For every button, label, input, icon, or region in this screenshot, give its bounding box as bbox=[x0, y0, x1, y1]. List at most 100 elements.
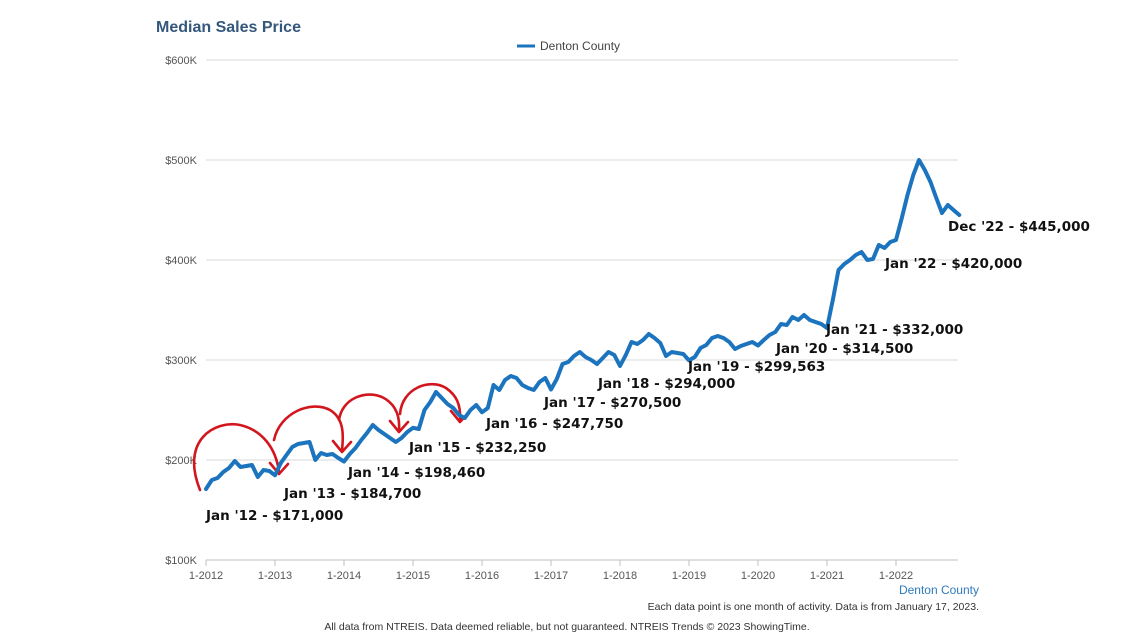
data-point[interactable] bbox=[930, 181, 932, 183]
data-point[interactable] bbox=[366, 432, 368, 434]
data-point[interactable] bbox=[803, 314, 805, 316]
data-point[interactable] bbox=[452, 407, 454, 409]
data-point[interactable] bbox=[487, 407, 489, 409]
data-point[interactable] bbox=[820, 323, 822, 325]
data-point[interactable] bbox=[280, 462, 282, 464]
data-point[interactable] bbox=[286, 454, 288, 456]
data-point[interactable] bbox=[838, 269, 840, 271]
data-point[interactable] bbox=[625, 354, 627, 356]
data-point[interactable] bbox=[355, 447, 357, 449]
data-point[interactable] bbox=[268, 470, 270, 472]
data-point[interactable] bbox=[849, 259, 851, 261]
data-point[interactable] bbox=[889, 241, 891, 243]
data-point[interactable] bbox=[493, 384, 495, 386]
data-point[interactable] bbox=[562, 363, 564, 365]
data-point[interactable] bbox=[263, 469, 265, 471]
data-point[interactable] bbox=[958, 214, 960, 216]
data-point[interactable] bbox=[757, 345, 759, 347]
data-point[interactable] bbox=[682, 353, 684, 355]
data-point[interactable] bbox=[372, 424, 374, 426]
data-point[interactable] bbox=[533, 389, 535, 391]
data-point[interactable] bbox=[809, 319, 811, 321]
data-point[interactable] bbox=[441, 397, 443, 399]
data-point[interactable] bbox=[395, 441, 397, 443]
data-point[interactable] bbox=[383, 433, 385, 435]
data-point[interactable] bbox=[953, 209, 955, 211]
data-point[interactable] bbox=[579, 351, 581, 353]
data-point[interactable] bbox=[786, 324, 788, 326]
data-point[interactable] bbox=[257, 476, 259, 478]
data-point[interactable] bbox=[613, 354, 615, 356]
data-point[interactable] bbox=[843, 263, 845, 265]
data-point[interactable] bbox=[677, 352, 679, 354]
data-point[interactable] bbox=[498, 389, 500, 391]
data-point[interactable] bbox=[251, 464, 253, 466]
data-point[interactable] bbox=[429, 401, 431, 403]
data-point[interactable] bbox=[608, 351, 610, 353]
data-point[interactable] bbox=[780, 323, 782, 325]
data-point[interactable] bbox=[481, 411, 483, 413]
data-point[interactable] bbox=[343, 461, 345, 463]
data-point[interactable] bbox=[228, 467, 230, 469]
data-point[interactable] bbox=[648, 333, 650, 335]
data-point[interactable] bbox=[349, 453, 351, 455]
data-point[interactable] bbox=[832, 299, 834, 301]
data-point[interactable] bbox=[918, 159, 920, 161]
data-point[interactable] bbox=[769, 334, 771, 336]
data-point[interactable] bbox=[855, 254, 857, 256]
data-point[interactable] bbox=[309, 441, 311, 443]
data-point[interactable] bbox=[901, 217, 903, 219]
data-point[interactable] bbox=[694, 356, 696, 358]
data-point[interactable] bbox=[406, 431, 408, 433]
data-point[interactable] bbox=[211, 479, 213, 481]
data-point[interactable] bbox=[274, 474, 276, 476]
data-point[interactable] bbox=[573, 355, 575, 357]
data-point[interactable] bbox=[539, 381, 541, 383]
data-point[interactable] bbox=[728, 341, 730, 343]
data-point[interactable] bbox=[585, 356, 587, 358]
data-point[interactable] bbox=[590, 359, 592, 361]
data-point[interactable] bbox=[665, 355, 667, 357]
data-point[interactable] bbox=[746, 343, 748, 345]
data-point[interactable] bbox=[424, 409, 426, 411]
data-point[interactable] bbox=[924, 169, 926, 171]
data-point[interactable] bbox=[291, 446, 293, 448]
data-point[interactable] bbox=[389, 437, 391, 439]
data-point[interactable] bbox=[659, 342, 661, 344]
data-point[interactable] bbox=[470, 409, 472, 411]
data-point[interactable] bbox=[332, 453, 334, 455]
data-point[interactable] bbox=[723, 337, 725, 339]
data-point[interactable] bbox=[418, 428, 420, 430]
data-point[interactable] bbox=[872, 258, 874, 260]
data-point[interactable] bbox=[314, 459, 316, 461]
data-point[interactable] bbox=[797, 319, 799, 321]
data-point[interactable] bbox=[217, 477, 219, 479]
data-point[interactable] bbox=[884, 247, 886, 249]
data-point[interactable] bbox=[792, 316, 794, 318]
data-point[interactable] bbox=[245, 465, 247, 467]
data-point[interactable] bbox=[866, 259, 868, 261]
data-point[interactable] bbox=[596, 363, 598, 365]
data-point[interactable] bbox=[935, 197, 937, 199]
data-point[interactable] bbox=[544, 377, 546, 379]
data-point[interactable] bbox=[912, 174, 914, 176]
data-point[interactable] bbox=[941, 212, 943, 214]
data-point[interactable] bbox=[711, 337, 713, 339]
data-point[interactable] bbox=[504, 379, 506, 381]
data-point[interactable] bbox=[234, 460, 236, 462]
data-point[interactable] bbox=[619, 365, 621, 367]
data-point[interactable] bbox=[671, 351, 673, 353]
data-point[interactable] bbox=[475, 404, 477, 406]
data-point[interactable] bbox=[464, 417, 466, 419]
data-point[interactable] bbox=[378, 429, 380, 431]
data-point[interactable] bbox=[734, 348, 736, 350]
data-point[interactable] bbox=[556, 378, 558, 380]
data-point[interactable] bbox=[700, 347, 702, 349]
data-point[interactable] bbox=[240, 466, 242, 468]
data-point[interactable] bbox=[360, 439, 362, 441]
data-point[interactable] bbox=[458, 414, 460, 416]
data-point[interactable] bbox=[705, 344, 707, 346]
data-point[interactable] bbox=[205, 488, 207, 490]
data-point[interactable] bbox=[636, 343, 638, 345]
data-point[interactable] bbox=[435, 391, 437, 393]
